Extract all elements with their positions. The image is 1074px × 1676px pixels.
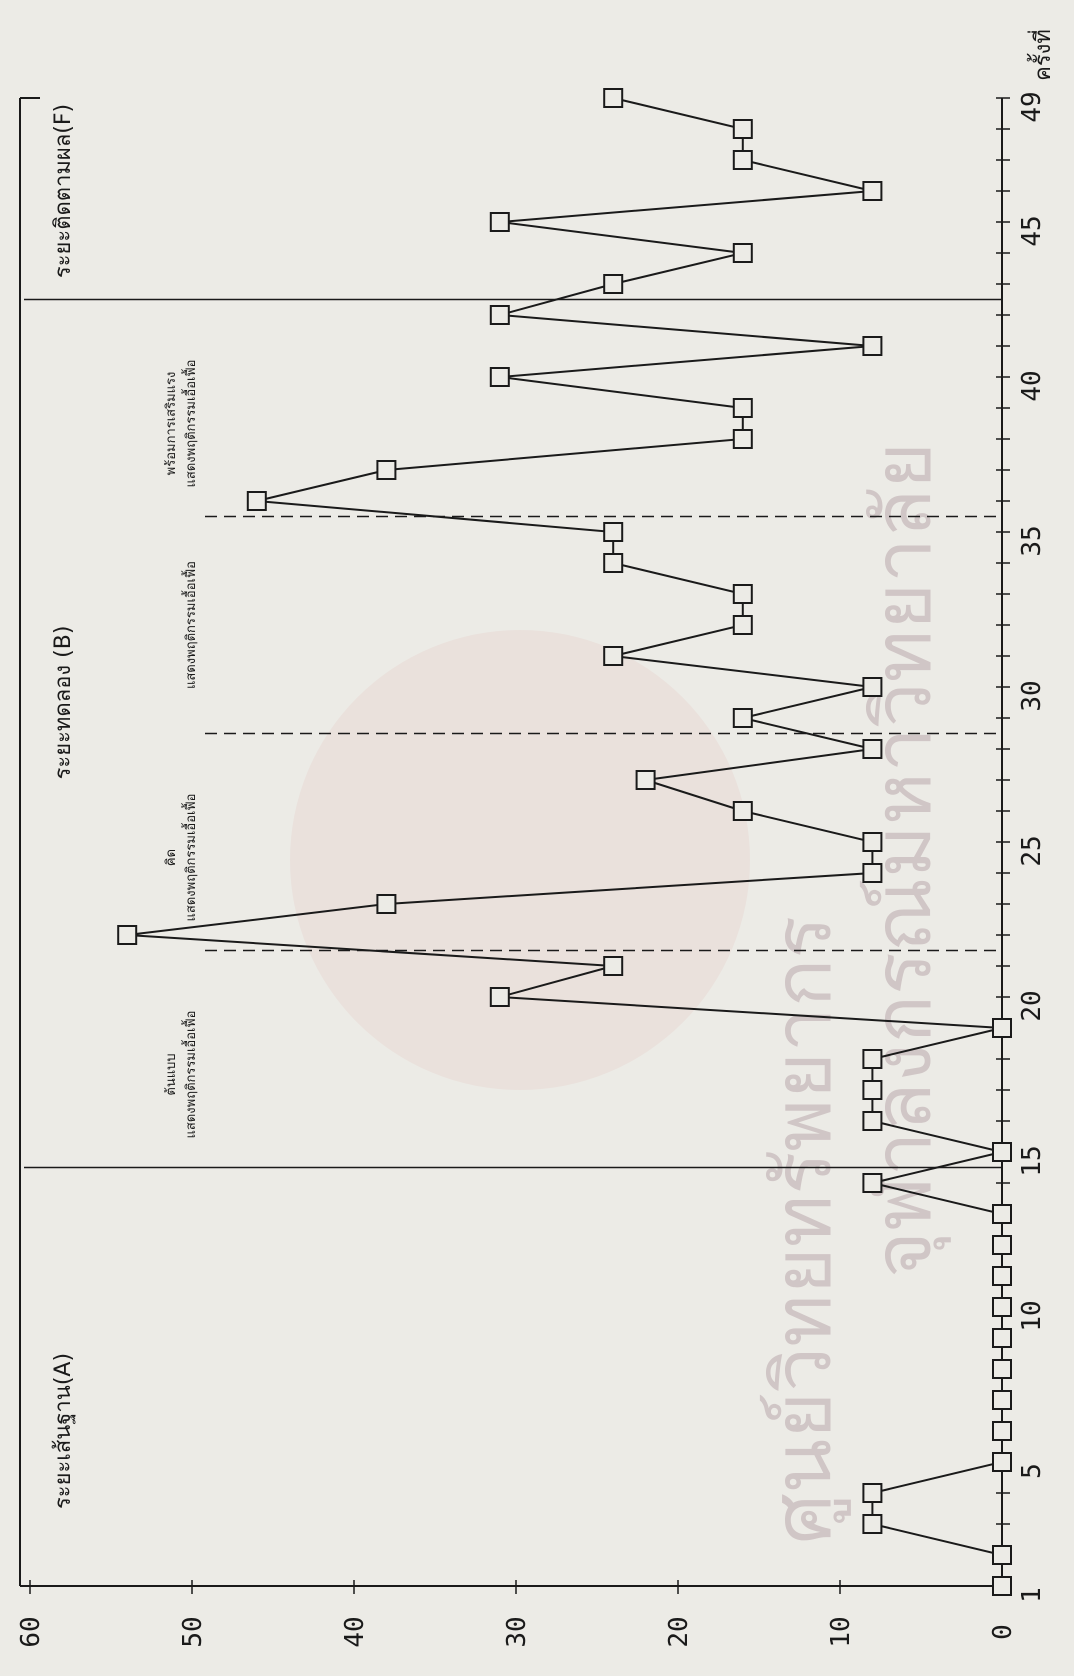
data-point: [603, 88, 624, 108]
data-point: [732, 150, 753, 170]
data-point: [992, 1235, 1012, 1255]
data-point: [489, 212, 510, 232]
data-point: [732, 398, 753, 418]
data-point: [489, 987, 510, 1007]
condition-label: แสดงพฤติกรรมเอื้อเฟื้อ: [181, 360, 199, 488]
data-point: [862, 336, 883, 356]
data-point: [862, 1080, 883, 1100]
data-point: [732, 243, 753, 263]
x-tick-label: 40: [1017, 370, 1047, 401]
condition-label: พร้อมการเสริมแรง: [164, 372, 179, 476]
data-point: [732, 119, 753, 139]
x-tick-label: 30: [1017, 680, 1047, 711]
y-tick-label: 10: [826, 1616, 856, 1647]
data-point: [992, 1328, 1012, 1348]
y-tick-label: 40: [340, 1616, 370, 1647]
data-point: [862, 1173, 883, 1193]
data-point: [732, 708, 753, 728]
data-point: [992, 1545, 1012, 1565]
x-tick-label: 1: [1017, 1587, 1047, 1603]
watermark-line1: ศูนย์วิทยทรัพยากร: [756, 916, 851, 1545]
y-tick-label: 20: [664, 1616, 694, 1647]
condition-label: แสดงพฤติกรรมเอื้อเฟื้อ: [181, 561, 199, 689]
data-point: [992, 1359, 1012, 1379]
data-point: [732, 584, 753, 604]
data-point: [603, 274, 624, 294]
data-point: [992, 1142, 1012, 1162]
data-point: [992, 1204, 1012, 1224]
data-point: [603, 956, 624, 976]
data-point: [246, 491, 267, 511]
condition-label: คิด: [164, 849, 179, 866]
data-point: [489, 367, 510, 387]
data-point: [603, 522, 624, 542]
phase-label: ระยะทดลอง (B): [51, 626, 76, 780]
data-point: [376, 894, 397, 914]
data-point: [862, 1483, 883, 1503]
data-point: [376, 460, 397, 480]
phase-label: ระยะติดตามผล(F): [51, 104, 76, 278]
x-tick-label: 49: [1017, 91, 1047, 122]
data-point: [992, 1266, 1012, 1286]
phase-label: ระยะเส้นฐาน(A): [51, 1353, 76, 1509]
data-point: [862, 739, 883, 759]
condition-label: ต้นแบบ: [164, 1053, 179, 1095]
data-point: [992, 1452, 1012, 1472]
y-tick-label: 0: [988, 1624, 1018, 1640]
phase-lines: [24, 298, 1002, 1169]
data-point: [732, 615, 753, 635]
x-tick-label: 35: [1017, 525, 1047, 556]
data-point: [732, 801, 753, 821]
x-tick-label: 20: [1017, 990, 1047, 1021]
data-point: [992, 1297, 1012, 1317]
data-point: [862, 1049, 883, 1069]
watermark-emblem: [290, 630, 750, 1090]
data-point: [603, 646, 624, 666]
y-tick-label: 50: [178, 1616, 208, 1647]
data-point: [992, 1421, 1012, 1441]
y-tick-label: 30: [502, 1616, 532, 1647]
y-axis-ticks: 0 10 20 30 40 50 60: [16, 1580, 1018, 1648]
x-tick-label: 5: [1017, 1463, 1047, 1479]
series-markers: [117, 88, 1012, 1596]
y-tick-label: 60: [16, 1616, 46, 1647]
x-tick-label: 45: [1017, 215, 1047, 246]
data-point: [732, 429, 753, 449]
data-point: [862, 1514, 883, 1534]
data-point: [862, 181, 883, 201]
watermark-line2: จุฬาลงกรณ์มหาวิทยาลัย: [856, 442, 951, 1278]
watermark: ศูนย์วิทยทรัพยากร จุฬาลงกรณ์มหาวิทยาลัย: [290, 442, 951, 1544]
phase-labels: ระยะเส้นฐาน(A) ระยะทดลอง (B) ระยะติดตามผล(…: [51, 104, 76, 1509]
x-axis-label: ครั้งที่: [1027, 29, 1056, 81]
x-tick-label: 25: [1017, 835, 1047, 866]
condition-label: แสดงพฤติกรรมเอื้อเฟื้อ: [181, 1011, 199, 1139]
data-point: [862, 1111, 883, 1131]
condition-label: แสดงพฤติกรรมเอื้อเฟื้อ: [181, 794, 199, 922]
data-point: [992, 1018, 1012, 1038]
data-point: [489, 305, 510, 325]
data-point: [117, 925, 138, 945]
data-point: [992, 1576, 1012, 1596]
data-point: [862, 677, 883, 697]
data-point: [603, 553, 624, 573]
data-point: [862, 832, 883, 852]
data-point: [635, 770, 656, 790]
data-point: [862, 863, 883, 883]
x-tick-label: 15: [1017, 1145, 1047, 1176]
x-tick-label: 10: [1017, 1300, 1047, 1331]
data-point: [992, 1390, 1012, 1410]
condition-labels: แสดงพฤติกรรมเอื้อเฟื้อต้นแบบแสดงพฤติกรรม…: [164, 360, 199, 1139]
